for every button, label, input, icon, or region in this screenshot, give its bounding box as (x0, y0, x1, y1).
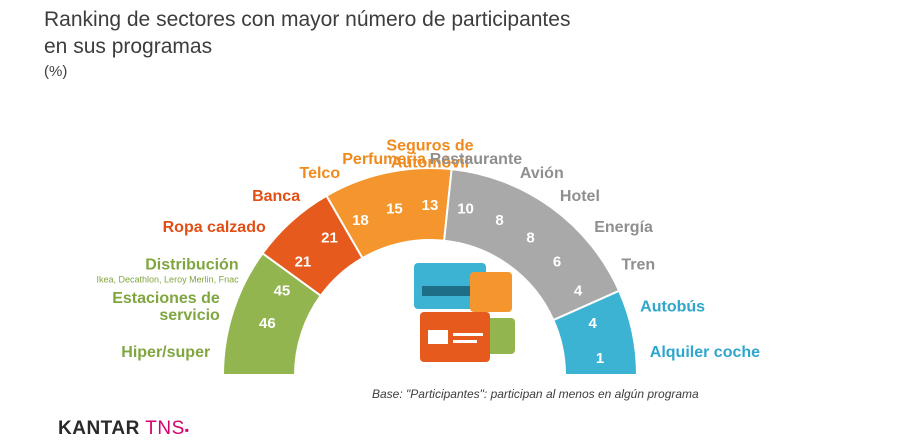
value-energia: 6 (553, 254, 561, 271)
label-line: Restaurante (430, 151, 523, 168)
value-tren: 4 (574, 283, 583, 300)
title-line-2: en sus programas (44, 35, 213, 58)
label-line: Telco (300, 165, 341, 182)
value-telco: 18 (352, 212, 369, 229)
value-distribucion: 45 (274, 283, 291, 300)
value-ropa-calzado: 21 (295, 254, 312, 271)
label-line: servicio (159, 307, 220, 324)
value-avion: 8 (495, 212, 503, 229)
logo-mark-icon: ▪ (184, 423, 190, 437)
label-energia: Energía (594, 219, 653, 236)
label-telco: Telco (300, 165, 341, 182)
logo-brand: KANTAR (58, 418, 140, 439)
value-banca: 21 (321, 230, 338, 247)
sublabel-distribucion: Ikea, Decathlon, Leroy Merlin, Fnac (97, 275, 240, 285)
label-line: Hiper/super (121, 344, 210, 361)
label-avion: Avión (520, 165, 564, 182)
label-line: Banca (252, 188, 300, 205)
label-line: Autobús (640, 299, 705, 316)
kantar-tns-logo: KANTAR TNS▪ (58, 418, 190, 440)
label-line: Distribución (145, 257, 238, 274)
card-red-line-2 (453, 340, 477, 343)
label-restaurante: Restaurante (430, 151, 523, 168)
label-hiper-super: Hiper/super (121, 344, 210, 361)
label-tren: Tren (621, 257, 655, 274)
value-seguros-de-automovil: 13 (422, 197, 439, 214)
unit-label: (%) (44, 63, 68, 80)
value-alquiler-coche: 1 (596, 350, 604, 367)
value-hotel: 8 (526, 230, 534, 247)
card-red-window (428, 330, 448, 344)
title-line-1: Ranking de sectores con mayor número de … (44, 8, 571, 31)
label-banca: Banca (252, 188, 300, 205)
label-hotel: Hotel (560, 188, 600, 205)
base-footnote: Base: "Participantes": participan al men… (372, 387, 699, 401)
segment-blue (552, 289, 639, 376)
chart-title: Ranking de sectores con mayor número de … (44, 6, 724, 60)
label-line: Tren (621, 257, 655, 274)
logo-sub: TNS (145, 418, 185, 439)
label-line: Ropa calzado (163, 219, 266, 236)
chart-segments (221, 167, 639, 376)
label-line: Perfumeria (342, 151, 426, 168)
label-line: Avión (520, 165, 564, 182)
label-line: Seguros de (386, 138, 473, 155)
card-red-line (453, 333, 483, 336)
label-line: Estaciones de (112, 290, 220, 307)
label-autobus: Autobús (640, 299, 705, 316)
cards-illustration (414, 263, 515, 362)
label-line: Automóvil (391, 155, 469, 172)
value-restaurante: 10 (457, 201, 474, 218)
value-estaciones-de-servicio: 46 (259, 315, 276, 332)
label-line: Hotel (560, 188, 600, 205)
value-perfumeria: 15 (386, 201, 403, 218)
label-alquiler-coche: Alquiler coche (650, 344, 760, 361)
value-autobus: 4 (588, 315, 597, 332)
label-line: Energía (594, 219, 653, 236)
card-orange-back (470, 272, 512, 312)
label-line: Alquiler coche (650, 344, 760, 361)
label-perfumeria: Perfumeria (342, 151, 426, 168)
label-ropa-calzado: Ropa calzado (163, 219, 266, 236)
card-red (420, 312, 490, 362)
card-teal-stripe (422, 286, 470, 296)
